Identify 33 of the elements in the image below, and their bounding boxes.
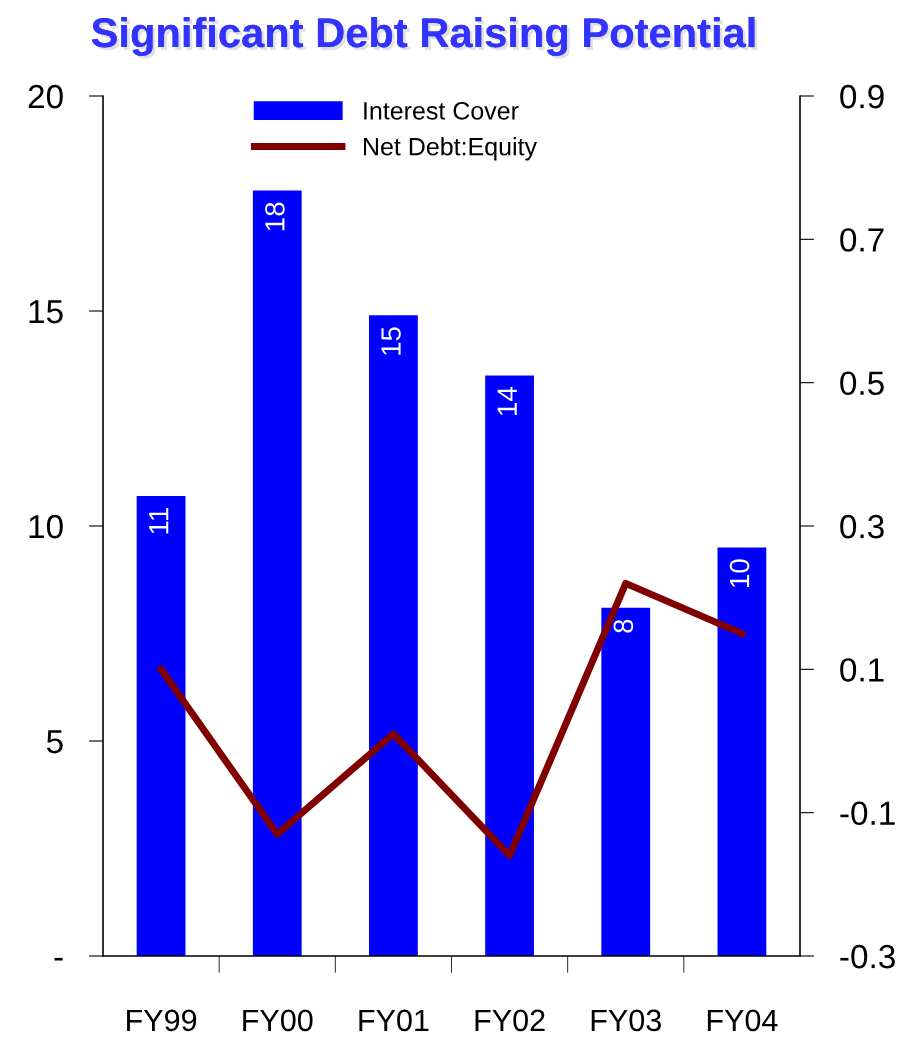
y2-tick-label: 0.3	[840, 514, 884, 539]
y2-tick-label: 0.7	[840, 228, 884, 252]
legend-label: Net Debt:Equity	[364, 137, 537, 161]
data-label: 11	[149, 508, 169, 534]
y-tick-label: 10	[29, 514, 63, 539]
bar	[601, 607, 651, 956]
x-tick-label: FY00	[243, 1009, 313, 1032]
data-label: 15	[381, 327, 401, 355]
y-tick-label: 5	[46, 730, 63, 754]
bar	[717, 547, 767, 956]
y2-tick-label: 0.5	[840, 371, 884, 396]
bar	[252, 190, 302, 956]
x-tick-label: FY99	[127, 1009, 197, 1032]
x-tick-label: FY01	[359, 1009, 429, 1032]
legend-label: Interest Cover	[364, 101, 519, 120]
data-label: 8	[613, 619, 634, 633]
chart-title: Significant Debt Raising Potential	[91, 16, 758, 59]
x-tick-label: FY04	[707, 1009, 778, 1032]
bar	[136, 495, 186, 956]
y-tick-label: 15	[29, 300, 63, 324]
bar	[369, 315, 418, 956]
bar	[485, 375, 534, 956]
y2-tick-label: -0.3	[840, 944, 895, 969]
x-tick-label: FY02	[475, 1009, 545, 1032]
data-label: 18	[265, 202, 285, 231]
data-label: 10	[729, 559, 750, 588]
y-tick-label: 20	[28, 84, 63, 109]
y2-tick-label: 0.9	[840, 84, 884, 109]
y-tick-label: -	[54, 957, 63, 961]
y2-tick-label: -0.1	[840, 801, 895, 826]
data-label: 14	[497, 387, 517, 416]
x-tick-label: FY03	[591, 1009, 661, 1032]
y2-tick-label: 0.1	[840, 658, 884, 682]
